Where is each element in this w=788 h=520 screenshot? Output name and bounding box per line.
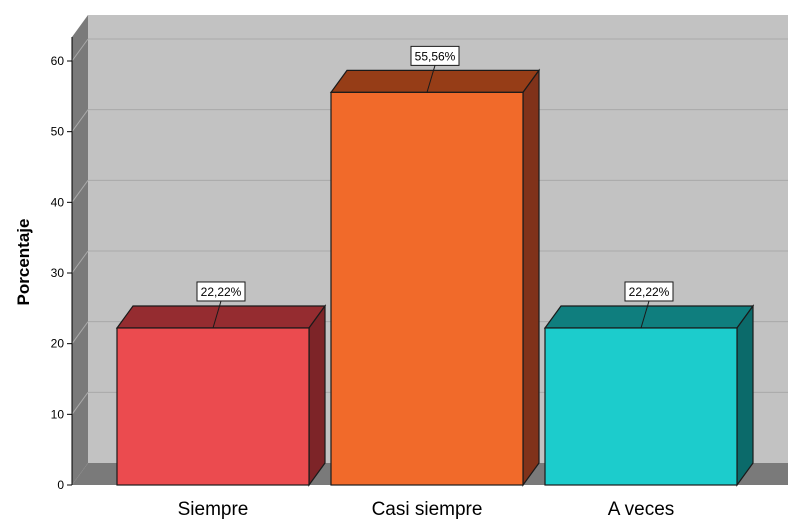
bar-group: 22,22% — [115, 281, 327, 487]
y-tick-label: 20 — [51, 337, 65, 351]
bar-top — [329, 69, 541, 93]
side-wall — [72, 15, 88, 485]
y-tick-label: 0 — [57, 478, 64, 492]
gridline-diagonal — [71, 321, 89, 344]
bar-side — [736, 304, 754, 487]
data-label: 22,22% — [629, 285, 670, 299]
data-label-box — [196, 281, 246, 302]
bar — [116, 327, 310, 486]
bar-top — [543, 305, 755, 329]
category-label: A veces — [608, 499, 675, 520]
gridline-diagonal — [71, 180, 89, 203]
y-tick-label: 30 — [51, 266, 65, 280]
data-label-box — [410, 45, 460, 66]
bar-top — [115, 305, 327, 329]
bar-group: 55,56% — [329, 45, 541, 487]
gridline-diagonal — [71, 392, 89, 415]
y-tick-label: 50 — [51, 125, 65, 139]
data-label-box — [624, 281, 674, 302]
gridline-diagonal — [71, 38, 89, 62]
bar — [544, 327, 738, 486]
data-label-leader — [426, 65, 436, 93]
bar-side — [522, 68, 540, 487]
y-tick-label: 10 — [51, 407, 65, 421]
bar-group: 22,22% — [543, 281, 755, 487]
bars: 22,22% 55,56% 22,22% — [115, 45, 755, 487]
data-label: 55,56% — [415, 49, 456, 63]
category-label: Casi siempre — [372, 499, 483, 520]
gridline-diagonal — [71, 109, 89, 132]
y-tick-label: 60 — [51, 54, 65, 68]
y-axis: 0 10 20 30 40 50 60 — [51, 37, 73, 492]
category-label: Siempre — [178, 499, 249, 520]
y-axis-label: Porcentaje — [14, 219, 33, 306]
bar-side — [308, 304, 326, 487]
bar — [330, 91, 524, 486]
data-label-leader — [640, 300, 650, 329]
y-tick-label: 40 — [51, 195, 65, 209]
x-axis-categories: Siempre Casi siempre A veces — [178, 499, 675, 520]
gridline-diagonal — [71, 250, 89, 274]
data-label-leader — [212, 300, 222, 329]
data-label: 22,22% — [201, 285, 242, 299]
